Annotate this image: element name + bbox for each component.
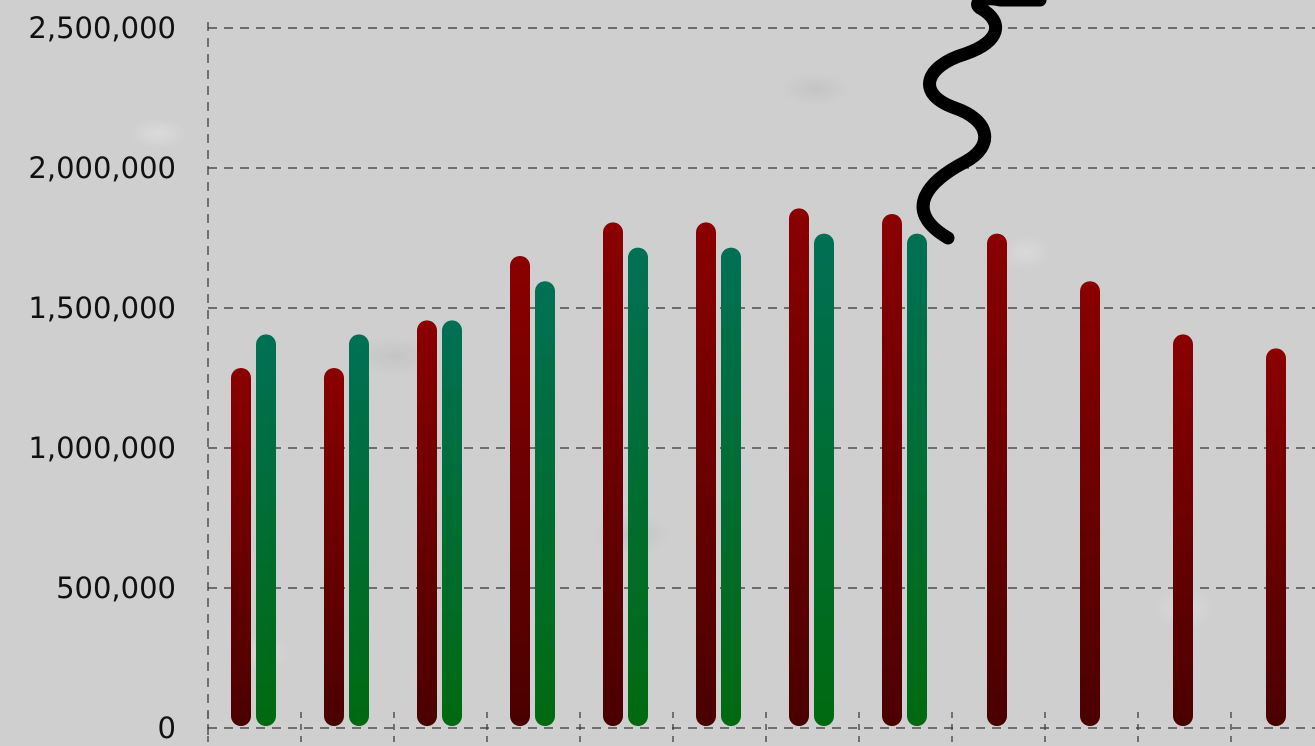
squiggle-arrow-icon <box>916 0 1047 245</box>
y-tick-label: 1,000,000 <box>28 431 176 465</box>
bar-series-2 <box>814 233 834 726</box>
bar-series-1 <box>603 222 623 726</box>
bar-series-1 <box>417 320 437 726</box>
axis-layer: 0 500,000 1,000,000 1,500,000 2,000,000 2,500… <box>28 11 1232 745</box>
annotation-layer <box>916 0 1047 245</box>
bar-series-1 <box>1266 348 1286 726</box>
bar-series-2 <box>256 334 276 726</box>
bar-series-2 <box>535 281 555 726</box>
bar-series-2 <box>349 334 369 726</box>
bar-series-1 <box>324 368 344 726</box>
bar-series-2 <box>721 247 741 726</box>
y-tick-label: 1,500,000 <box>28 291 176 325</box>
y-tick-label: 0 <box>158 711 176 742</box>
bar-series-1 <box>1080 281 1100 726</box>
bar-series-1 <box>231 368 251 726</box>
bar-series-1 <box>882 214 902 726</box>
grid-layer <box>208 27 1315 729</box>
bar-series-2 <box>442 320 462 726</box>
bar-series-2 <box>628 247 648 726</box>
bar-series-2 <box>907 233 927 726</box>
bar-series-1 <box>789 208 809 726</box>
y-tick-label: 2,500,000 <box>28 11 176 45</box>
bar-series-1 <box>987 233 1007 726</box>
y-tick-label: 2,000,000 <box>28 151 176 185</box>
y-tick-label: 500,000 <box>56 571 176 605</box>
bar-series-1 <box>1173 334 1193 726</box>
bar-series-1 <box>696 222 716 726</box>
bars-layer <box>231 208 1286 726</box>
bar-series-1 <box>510 256 530 726</box>
